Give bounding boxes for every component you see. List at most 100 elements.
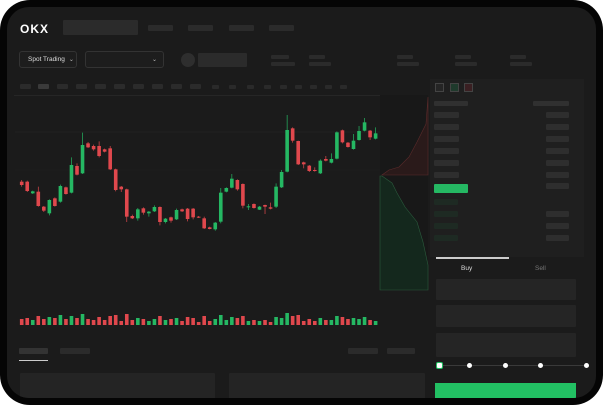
- volume-bar: [235, 318, 240, 325]
- tab-order-history[interactable]: [60, 348, 90, 354]
- volume-bar: [307, 319, 312, 325]
- book-header: [434, 101, 468, 106]
- volume-bar: [301, 321, 306, 325]
- slider-step-25[interactable]: [467, 363, 472, 368]
- bid-amount: [546, 223, 569, 229]
- drawing-tool-icon[interactable]: [295, 85, 302, 89]
- candle-body: [351, 140, 356, 149]
- candle-body: [218, 192, 223, 222]
- candle-body: [246, 206, 251, 208]
- candle-body: [257, 206, 262, 210]
- bid-price: [434, 235, 458, 241]
- volume-bar: [30, 320, 35, 325]
- timeframe-button[interactable]: [20, 84, 31, 89]
- bid-amount: [546, 211, 569, 217]
- slider-step-75[interactable]: [538, 363, 543, 368]
- search-bar[interactable]: [63, 20, 138, 35]
- ask-amount: [546, 112, 569, 118]
- candle-body: [97, 146, 101, 156]
- volume-bar: [25, 318, 30, 325]
- slider-handle[interactable]: [436, 362, 443, 369]
- total-input[interactable]: [436, 333, 576, 357]
- drawing-tool-icon[interactable]: [310, 85, 317, 89]
- volume-bar: [296, 315, 300, 325]
- candlestick-chart[interactable]: [7, 7, 596, 398]
- volume-bar: [246, 321, 251, 325]
- order-book-both-icon[interactable]: [435, 83, 444, 92]
- timeframe-button[interactable]: [95, 84, 106, 89]
- volume-bar: [163, 320, 168, 325]
- candle-body: [102, 149, 107, 152]
- volume-bar: [351, 318, 356, 325]
- order-book-asks-icon[interactable]: [464, 83, 473, 92]
- pair-dropdown[interactable]: ⌄: [85, 51, 164, 68]
- stat-value: [309, 62, 331, 66]
- candle-body: [69, 165, 74, 193]
- amount-input[interactable]: [436, 305, 576, 327]
- volume-bar: [268, 322, 273, 325]
- order-book-bids-icon[interactable]: [450, 83, 459, 92]
- ask-price: [434, 160, 459, 166]
- nav-item[interactable]: [229, 25, 254, 31]
- stat-value: [397, 62, 419, 66]
- candle-body: [274, 186, 278, 207]
- volume-bar: [158, 316, 162, 325]
- stat-label: [397, 55, 413, 59]
- candle-body: [213, 222, 218, 230]
- market-type-label: Spot Trading: [28, 56, 65, 63]
- timeframe-button[interactable]: [38, 84, 49, 89]
- drawing-tool-icon[interactable]: [280, 85, 287, 89]
- nav-item[interactable]: [188, 25, 213, 31]
- volume-bar: [213, 319, 218, 325]
- chevron-down-icon: ⌄: [68, 57, 74, 63]
- candle-body: [158, 207, 162, 222]
- volume-bar: [58, 315, 63, 325]
- slider-step-50[interactable]: [503, 363, 508, 368]
- drawing-tool-icon[interactable]: [212, 85, 219, 89]
- timeframe-button[interactable]: [133, 84, 144, 89]
- timeframe-button[interactable]: [76, 84, 87, 89]
- ask-amount: [546, 124, 569, 130]
- tab-open-orders[interactable]: [19, 348, 48, 354]
- nav-item[interactable]: [148, 25, 173, 31]
- volume-bar: [80, 314, 85, 325]
- amount-slider-track[interactable]: [440, 365, 588, 366]
- price-input[interactable]: [436, 279, 576, 300]
- candle-body: [130, 216, 135, 219]
- volume-bar: [185, 317, 190, 325]
- drawing-tool-icon[interactable]: [229, 85, 236, 89]
- timeframe-button[interactable]: [152, 84, 163, 89]
- timeframe-button[interactable]: [57, 84, 68, 89]
- ask-amount: [546, 172, 569, 178]
- volume-bar: [324, 320, 328, 325]
- candle-body: [301, 162, 306, 165]
- tab-sell[interactable]: Sell: [535, 265, 546, 272]
- volume-bar: [86, 319, 90, 325]
- drawing-tool-icon[interactable]: [325, 85, 332, 89]
- timeframe-button[interactable]: [114, 84, 125, 89]
- timeframe-button[interactable]: [190, 84, 201, 89]
- drawing-tool-icon[interactable]: [340, 85, 347, 89]
- candle-body: [108, 148, 112, 170]
- candle-body: [169, 217, 173, 221]
- drawing-tool-icon[interactable]: [247, 85, 254, 89]
- volume-bar: [312, 321, 317, 325]
- nav-item[interactable]: [269, 25, 294, 31]
- volume-bar: [124, 314, 129, 325]
- bottom-action[interactable]: [387, 348, 415, 354]
- candle-body: [124, 189, 129, 217]
- tab-buy[interactable]: Buy: [461, 265, 473, 272]
- bottom-action[interactable]: [348, 348, 378, 354]
- market-type-dropdown[interactable]: Spot Trading ⌄: [19, 51, 77, 68]
- candle-body: [290, 128, 295, 141]
- okx-logo[interactable]: OKX: [20, 22, 50, 36]
- candle-body: [241, 184, 245, 206]
- slider-step-100[interactable]: [584, 363, 589, 368]
- drawing-tool-icon[interactable]: [264, 85, 271, 89]
- candle-body: [19, 181, 24, 185]
- timeframe-button[interactable]: [171, 84, 182, 89]
- volume-bar: [47, 317, 52, 325]
- last-price: [434, 184, 468, 193]
- candle-body: [340, 130, 345, 143]
- buy-button[interactable]: [435, 383, 576, 398]
